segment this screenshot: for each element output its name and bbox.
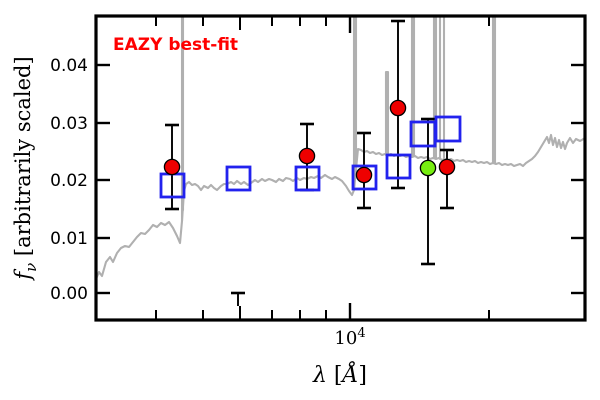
observed-photometry-group: [163, 99, 456, 184]
emission-line-spike-3: [384, 70, 390, 157]
axes-frame: [94, 14, 587, 322]
emission-line-spike-5: [432, 16, 438, 160]
y-tick-label: 0.03: [50, 114, 88, 134]
observed-photometry-point-alt: [419, 159, 437, 177]
x-axis-ticks: [155, 16, 490, 320]
emission-line-spike-1: [180, 16, 185, 223]
observed-photometry-point: [298, 147, 316, 165]
sed-curve-group: [96, 16, 585, 281]
y-axis-ticks: [96, 63, 585, 295]
emission-line-spike-7: [491, 16, 497, 165]
model-photometry-square: [434, 115, 462, 143]
model-photometry-group: [159, 115, 462, 199]
eazy-template-curve: [96, 133, 585, 281]
observed-photometry-point: [389, 99, 407, 117]
y-tick-label: 0.00: [50, 284, 88, 304]
y-tick-label: 0.02: [50, 171, 88, 191]
observed-photometry-point: [355, 166, 373, 184]
x-tick-label-10e4: 104: [334, 326, 365, 349]
x-axis-title: λ [Å]: [312, 360, 367, 388]
observed-photometry-point: [438, 158, 456, 176]
y-tick-label: 0.04: [50, 56, 88, 76]
eazy-best-fit-annotation: EAZY best-fit: [113, 35, 238, 55]
emission-line-spike-6: [438, 16, 446, 161]
emission-line-spike-2: [352, 16, 358, 192]
emission-line-spike-4: [410, 16, 416, 159]
model-photometry-square: [351, 164, 378, 191]
y-axis-title: fν [arbitrarily scaled]: [11, 56, 40, 281]
model-photometry-square: [385, 153, 412, 180]
observed-photometry-point: [163, 158, 181, 176]
y-axis-tick-labels: 0.04 0.03 0.02 0.01 0.00: [50, 56, 88, 304]
y-tick-label: 0.01: [50, 229, 88, 249]
model-photometry-square: [294, 165, 321, 192]
model-photometry-square: [225, 165, 252, 192]
